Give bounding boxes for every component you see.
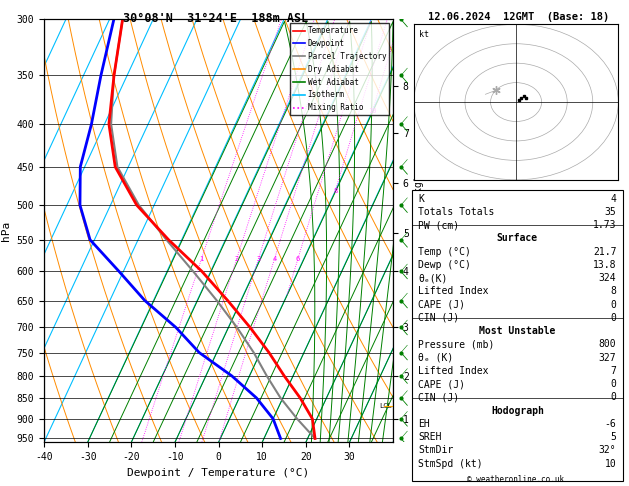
Text: 21.7: 21.7 — [593, 246, 616, 257]
Y-axis label: Mixing Ratio (g/kg): Mixing Ratio (g/kg) — [415, 175, 425, 287]
Text: © weatheronline.co.uk: © weatheronline.co.uk — [467, 474, 564, 484]
Text: Pressure (mb): Pressure (mb) — [418, 339, 494, 349]
Text: Temp (°C): Temp (°C) — [418, 246, 471, 257]
Text: LCL: LCL — [379, 403, 392, 410]
Text: 10: 10 — [604, 459, 616, 469]
Text: 1: 1 — [199, 256, 204, 262]
Text: 5: 5 — [611, 432, 616, 442]
Text: 0: 0 — [611, 379, 616, 389]
Text: θₑ(K): θₑ(K) — [418, 273, 448, 283]
Text: 0: 0 — [611, 392, 616, 402]
Text: 4: 4 — [272, 256, 277, 262]
Text: 327: 327 — [599, 352, 616, 363]
Y-axis label: hPa: hPa — [1, 221, 11, 241]
Text: 0: 0 — [611, 299, 616, 310]
Text: -6: -6 — [604, 419, 616, 429]
Text: CAPE (J): CAPE (J) — [418, 299, 465, 310]
Text: 4: 4 — [611, 193, 616, 204]
Text: 13.8: 13.8 — [593, 260, 616, 270]
Text: K: K — [418, 193, 424, 204]
Text: Dewp (°C): Dewp (°C) — [418, 260, 471, 270]
Text: 800: 800 — [599, 339, 616, 349]
Text: 32°: 32° — [599, 445, 616, 455]
Text: 0: 0 — [611, 313, 616, 323]
Text: PW (cm): PW (cm) — [418, 220, 459, 230]
Text: SREH: SREH — [418, 432, 442, 442]
Text: Most Unstable: Most Unstable — [479, 326, 555, 336]
Text: 7: 7 — [611, 366, 616, 376]
Text: 1.73: 1.73 — [593, 220, 616, 230]
Text: 2: 2 — [235, 256, 239, 262]
Text: EH: EH — [418, 419, 430, 429]
Text: Hodograph: Hodograph — [491, 406, 544, 416]
Text: StmDir: StmDir — [418, 445, 454, 455]
Text: 3: 3 — [257, 256, 260, 262]
Text: 6: 6 — [296, 256, 300, 262]
Text: Lifted Index: Lifted Index — [418, 286, 489, 296]
Text: StmSpd (kt): StmSpd (kt) — [418, 459, 483, 469]
Text: 324: 324 — [599, 273, 616, 283]
Text: CAPE (J): CAPE (J) — [418, 379, 465, 389]
Text: 10: 10 — [368, 108, 377, 114]
FancyBboxPatch shape — [412, 190, 623, 481]
Text: CIN (J): CIN (J) — [418, 392, 459, 402]
Text: 30°08'N  31°24'E  188m ASL: 30°08'N 31°24'E 188m ASL — [123, 12, 308, 25]
Text: Surface: Surface — [497, 233, 538, 243]
Legend: Temperature, Dewpoint, Parcel Trajectory, Dry Adiabat, Wet Adiabat, Isotherm, Mi: Temperature, Dewpoint, Parcel Trajectory… — [290, 23, 389, 115]
Text: Lifted Index: Lifted Index — [418, 366, 489, 376]
Text: 8: 8 — [611, 286, 616, 296]
Text: Totals Totals: Totals Totals — [418, 207, 494, 217]
Text: θₑ (K): θₑ (K) — [418, 352, 454, 363]
Text: CIN (J): CIN (J) — [418, 313, 459, 323]
X-axis label: Dewpoint / Temperature (°C): Dewpoint / Temperature (°C) — [128, 468, 309, 478]
Text: kt: kt — [419, 30, 429, 39]
Text: 35: 35 — [604, 207, 616, 217]
Text: 12.06.2024  12GMT  (Base: 18): 12.06.2024 12GMT (Base: 18) — [428, 12, 610, 22]
Text: 8: 8 — [333, 188, 338, 193]
